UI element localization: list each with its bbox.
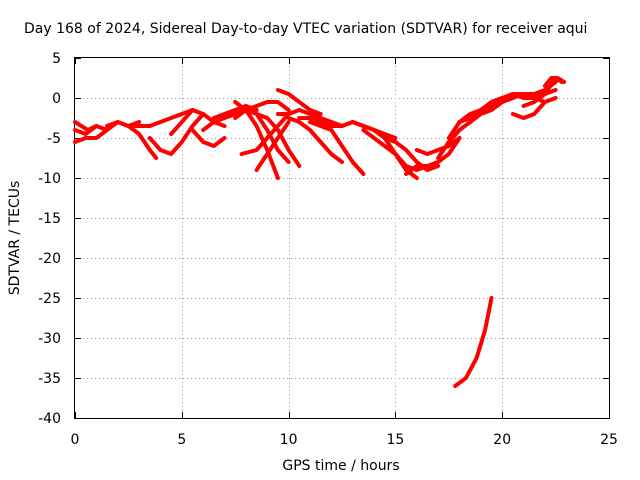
series-line-arc-28 <box>414 136 462 156</box>
series-line-arc-26 <box>382 136 441 172</box>
series-line-arc-36 <box>453 296 494 388</box>
series-line-arc-9 <box>190 128 227 148</box>
y-tick-label: -15 <box>38 211 61 227</box>
series-line-arc-18 <box>275 108 334 124</box>
x-tick-label: 15 <box>386 432 404 448</box>
x-tick-labels: 0 5 10 15 20 25 <box>71 432 618 448</box>
series-line-arc-30 <box>436 100 505 160</box>
y-tick-label: -30 <box>38 331 61 347</box>
series-line-arc-25 <box>361 128 430 172</box>
series-line-arc-5 <box>126 124 159 160</box>
series-line-arc-13 <box>243 108 291 164</box>
y-tick-label: 0 <box>52 91 61 107</box>
x-tick-label: 0 <box>71 432 80 448</box>
series-line-arc-27 <box>404 136 462 176</box>
x-tick-label: 10 <box>280 432 298 448</box>
series-line-arc-14 <box>254 112 302 168</box>
y-tick-label: -5 <box>47 131 61 147</box>
x-tick-label: 5 <box>177 432 186 448</box>
series-line-arc-20 <box>286 116 344 164</box>
series-group <box>73 76 567 388</box>
series-line-arc-35 <box>542 76 567 88</box>
series-line-arc-7 <box>147 112 206 156</box>
series-line-arc-3 <box>73 120 99 132</box>
x-tick-label: 20 <box>493 432 511 448</box>
y-tick-labels: 5 0 -5 -10 -15 -20 -25 -30 -35 -40 <box>38 51 61 427</box>
series-line-arc-6 <box>147 108 195 128</box>
series-line-arc-34 <box>510 96 558 120</box>
grid <box>75 58 609 418</box>
y-tick-label: -20 <box>38 251 61 267</box>
series-line-arc-10 <box>201 104 248 132</box>
series-line-arc-12 <box>233 100 280 180</box>
y-tick-label: 5 <box>52 51 61 67</box>
y-tick-label: -25 <box>38 291 61 307</box>
y-tick-label: -35 <box>38 371 61 387</box>
y-axis-title: SDTVAR / TECUs <box>7 181 23 296</box>
series-line-arc-21 <box>308 120 366 176</box>
series-line-arc-19 <box>275 88 323 116</box>
plot-frame <box>74 57 610 419</box>
x-axis-title: GPS time / hours <box>282 458 399 474</box>
series-line-arc-17 <box>233 100 291 120</box>
chart-title: Day 168 of 2024, Sidereal Day-to-day VTE… <box>24 21 587 37</box>
y-tick-label: -10 <box>38 171 61 187</box>
series-line-arc-2 <box>73 128 109 144</box>
x-tick-label: 25 <box>600 432 618 448</box>
series-line-arc-15 <box>239 112 291 156</box>
y-tick-label: -40 <box>38 411 61 427</box>
axis-ticks <box>75 58 610 419</box>
series-line-arc-16 <box>254 120 291 172</box>
